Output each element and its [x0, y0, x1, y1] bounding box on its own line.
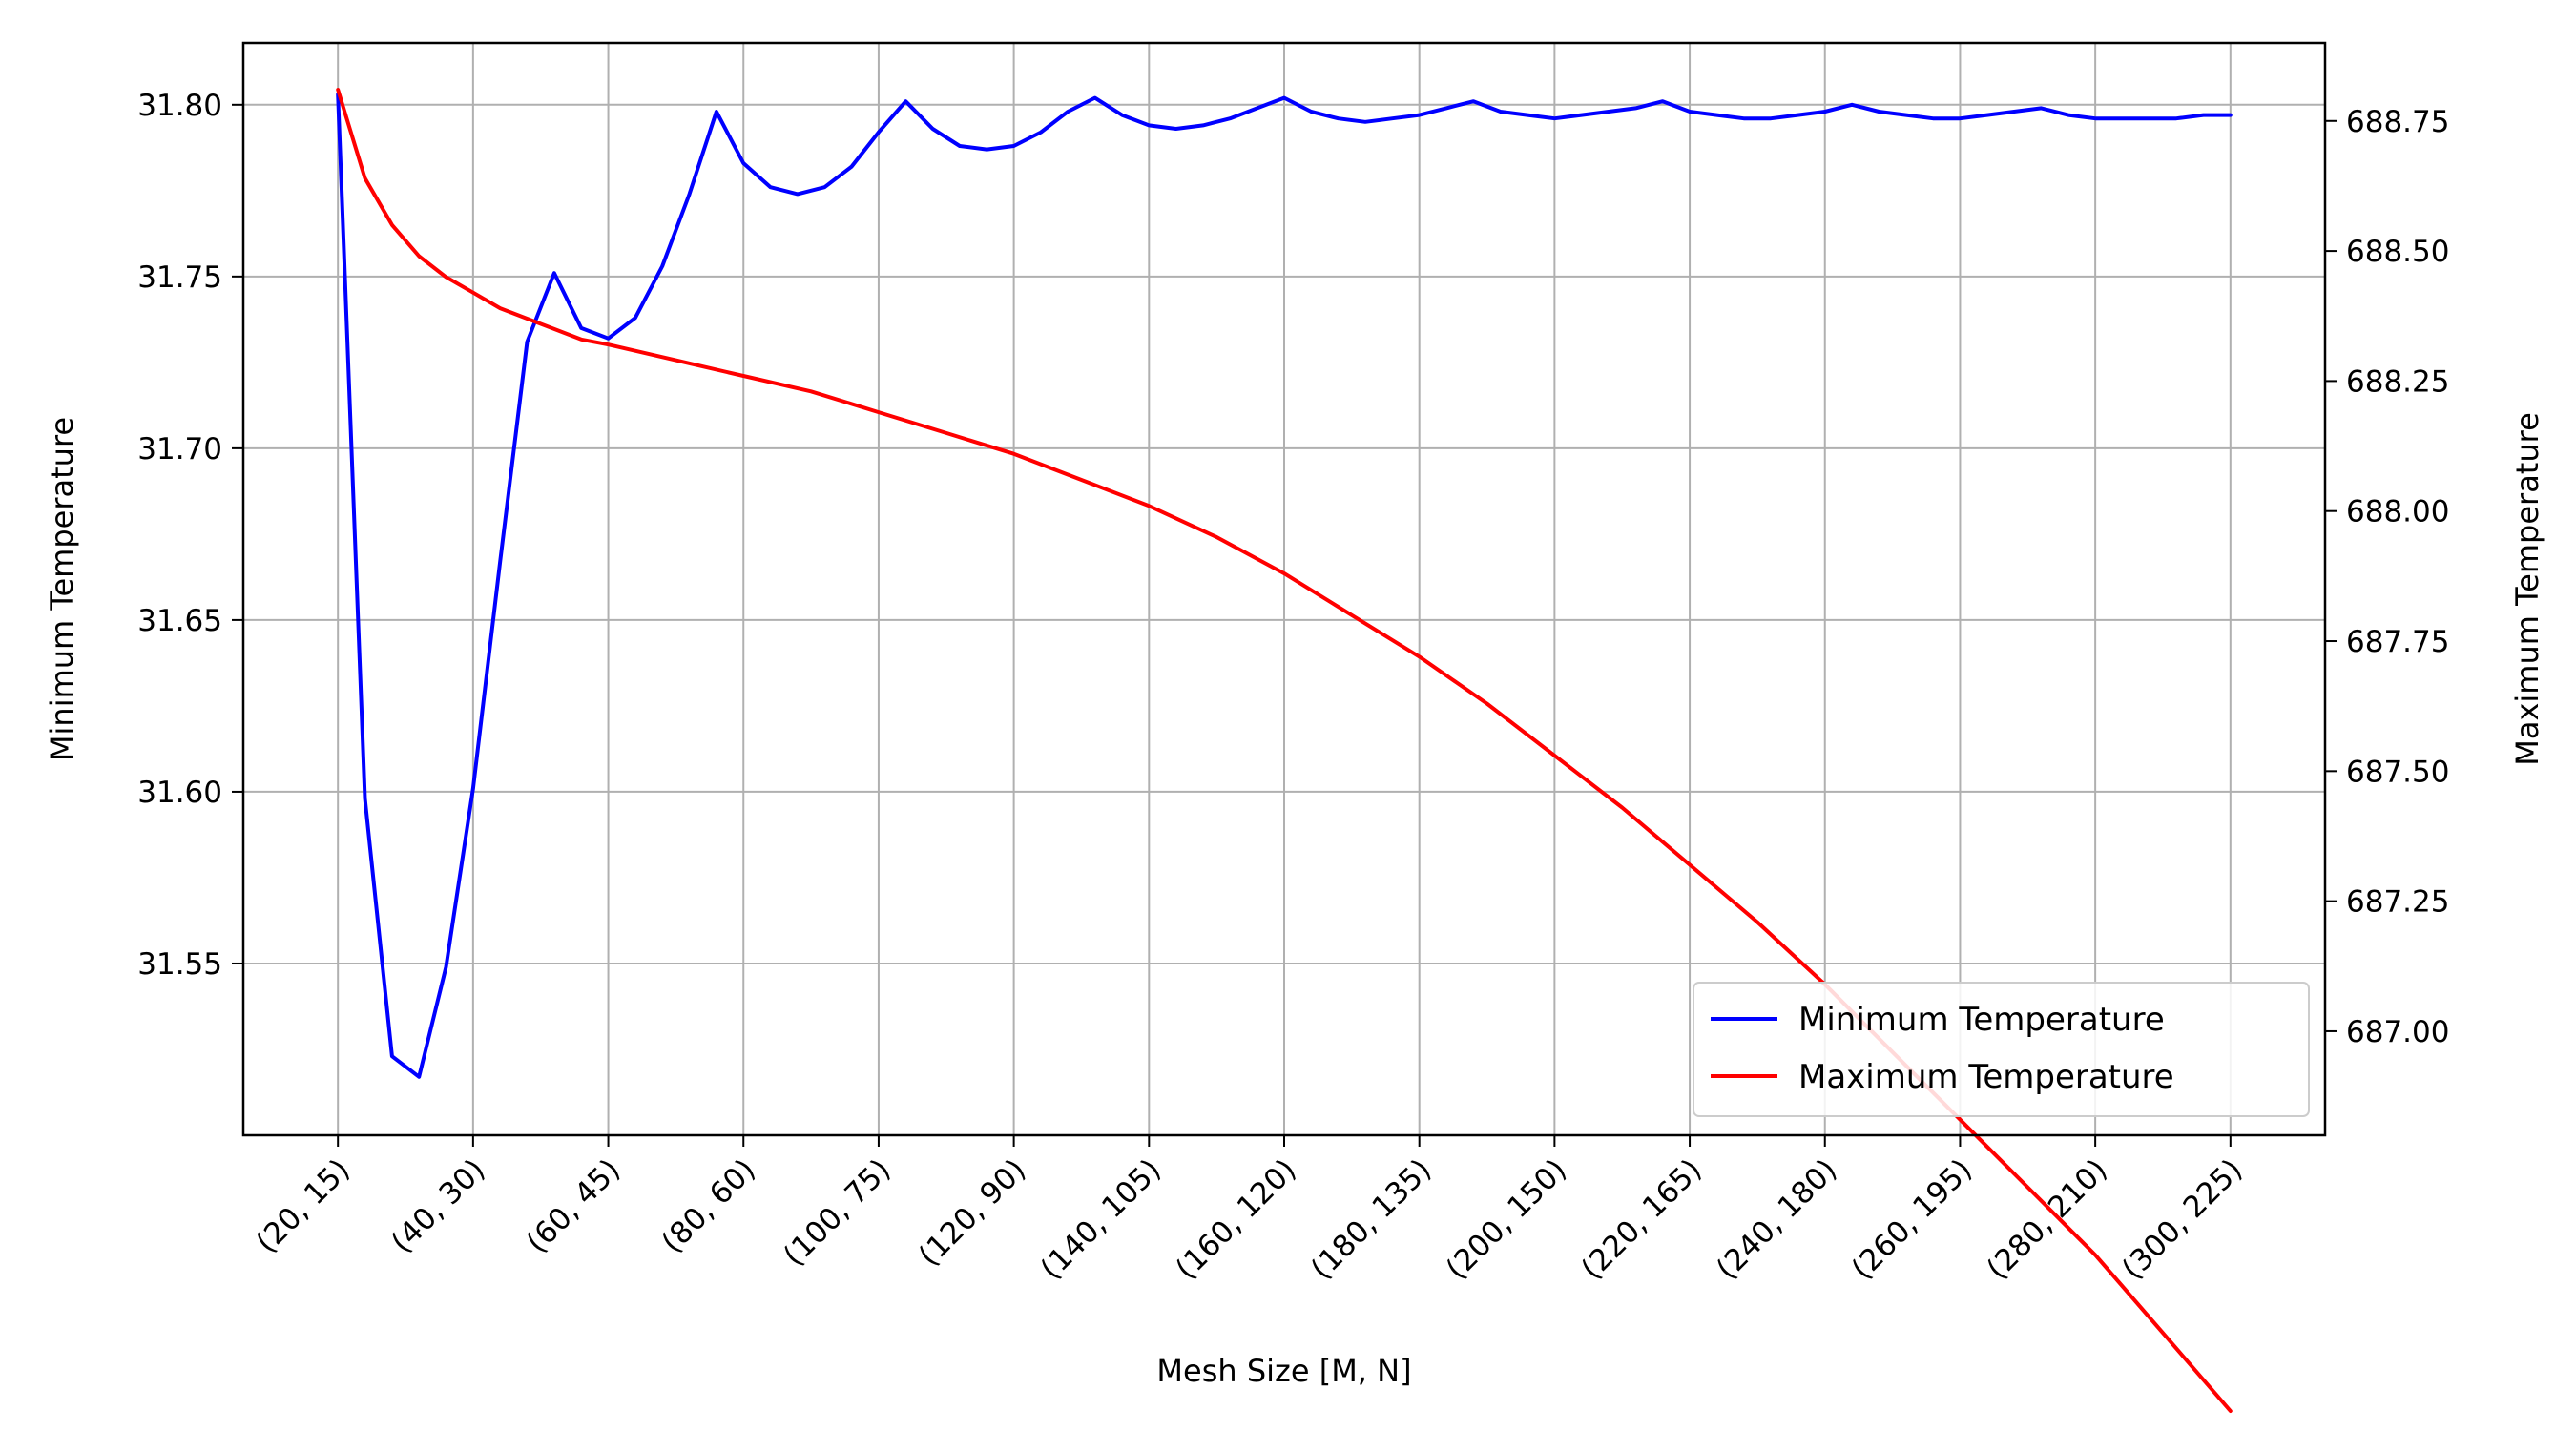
y-left-tick-label: 31.55 [137, 947, 222, 982]
x-axis-title: Mesh Size [M, N] [1156, 1353, 1411, 1389]
x-tick-label: (260, 195) [1845, 1152, 1979, 1286]
y-right-tick-label: 688.75 [2346, 105, 2449, 139]
y-left-tick-label: 31.80 [137, 89, 222, 123]
x-tick-label: (80, 60) [655, 1152, 762, 1259]
legend-label-minimum-temperature: Minimum Temperature [1798, 1001, 2165, 1039]
y-right-tick-label: 687.25 [2346, 885, 2449, 920]
x-tick-label: (180, 135) [1304, 1152, 1438, 1286]
x-tick-label: (160, 120) [1169, 1152, 1302, 1286]
x-tick-label: (100, 75) [777, 1152, 897, 1273]
y-right-tick-label: 688.25 [2346, 364, 2449, 399]
legend-label-maximum-temperature: Maximum Temperature [1798, 1058, 2174, 1096]
y-right-tick-label: 688.50 [2346, 235, 2449, 269]
y-left-tick-label: 31.65 [137, 604, 222, 638]
x-tick-label: (140, 105) [1034, 1152, 1168, 1286]
y-left-tick-label: 31.60 [137, 776, 222, 810]
x-tick-label: (20, 15) [250, 1152, 357, 1259]
y-right-tick-label: 687.00 [2346, 1015, 2449, 1049]
x-tick-label: (40, 30) [384, 1152, 491, 1259]
y-right-tick-label: 687.50 [2346, 755, 2449, 789]
legend-box [1693, 982, 2310, 1117]
x-tick-label: (300, 225) [2115, 1152, 2249, 1286]
series-line-minimum-temperature [336, 93, 2233, 1079]
y-left-tick-label: 31.70 [137, 432, 222, 467]
y-left-axis-title: Minimum Temperature [44, 417, 80, 761]
x-tick-label: (220, 165) [1575, 1152, 1709, 1286]
x-tick-label: (120, 90) [912, 1152, 1032, 1273]
x-tick-label: (240, 180) [1710, 1152, 1843, 1286]
x-tick-label: (60, 45) [520, 1152, 627, 1259]
legend: Minimum Temperature Maximum Temperature [1693, 982, 2310, 1117]
grid [243, 43, 2325, 1135]
x-tick-label: (200, 150) [1440, 1152, 1573, 1286]
y-right-tick-label: 687.75 [2346, 625, 2449, 659]
y-right-axis-title: Maximum Temperature [2509, 412, 2545, 766]
y-right-tick-label: 688.00 [2346, 495, 2449, 529]
y-left-tick-label: 31.75 [137, 260, 222, 295]
x-tick-label: (280, 210) [1981, 1152, 2114, 1286]
